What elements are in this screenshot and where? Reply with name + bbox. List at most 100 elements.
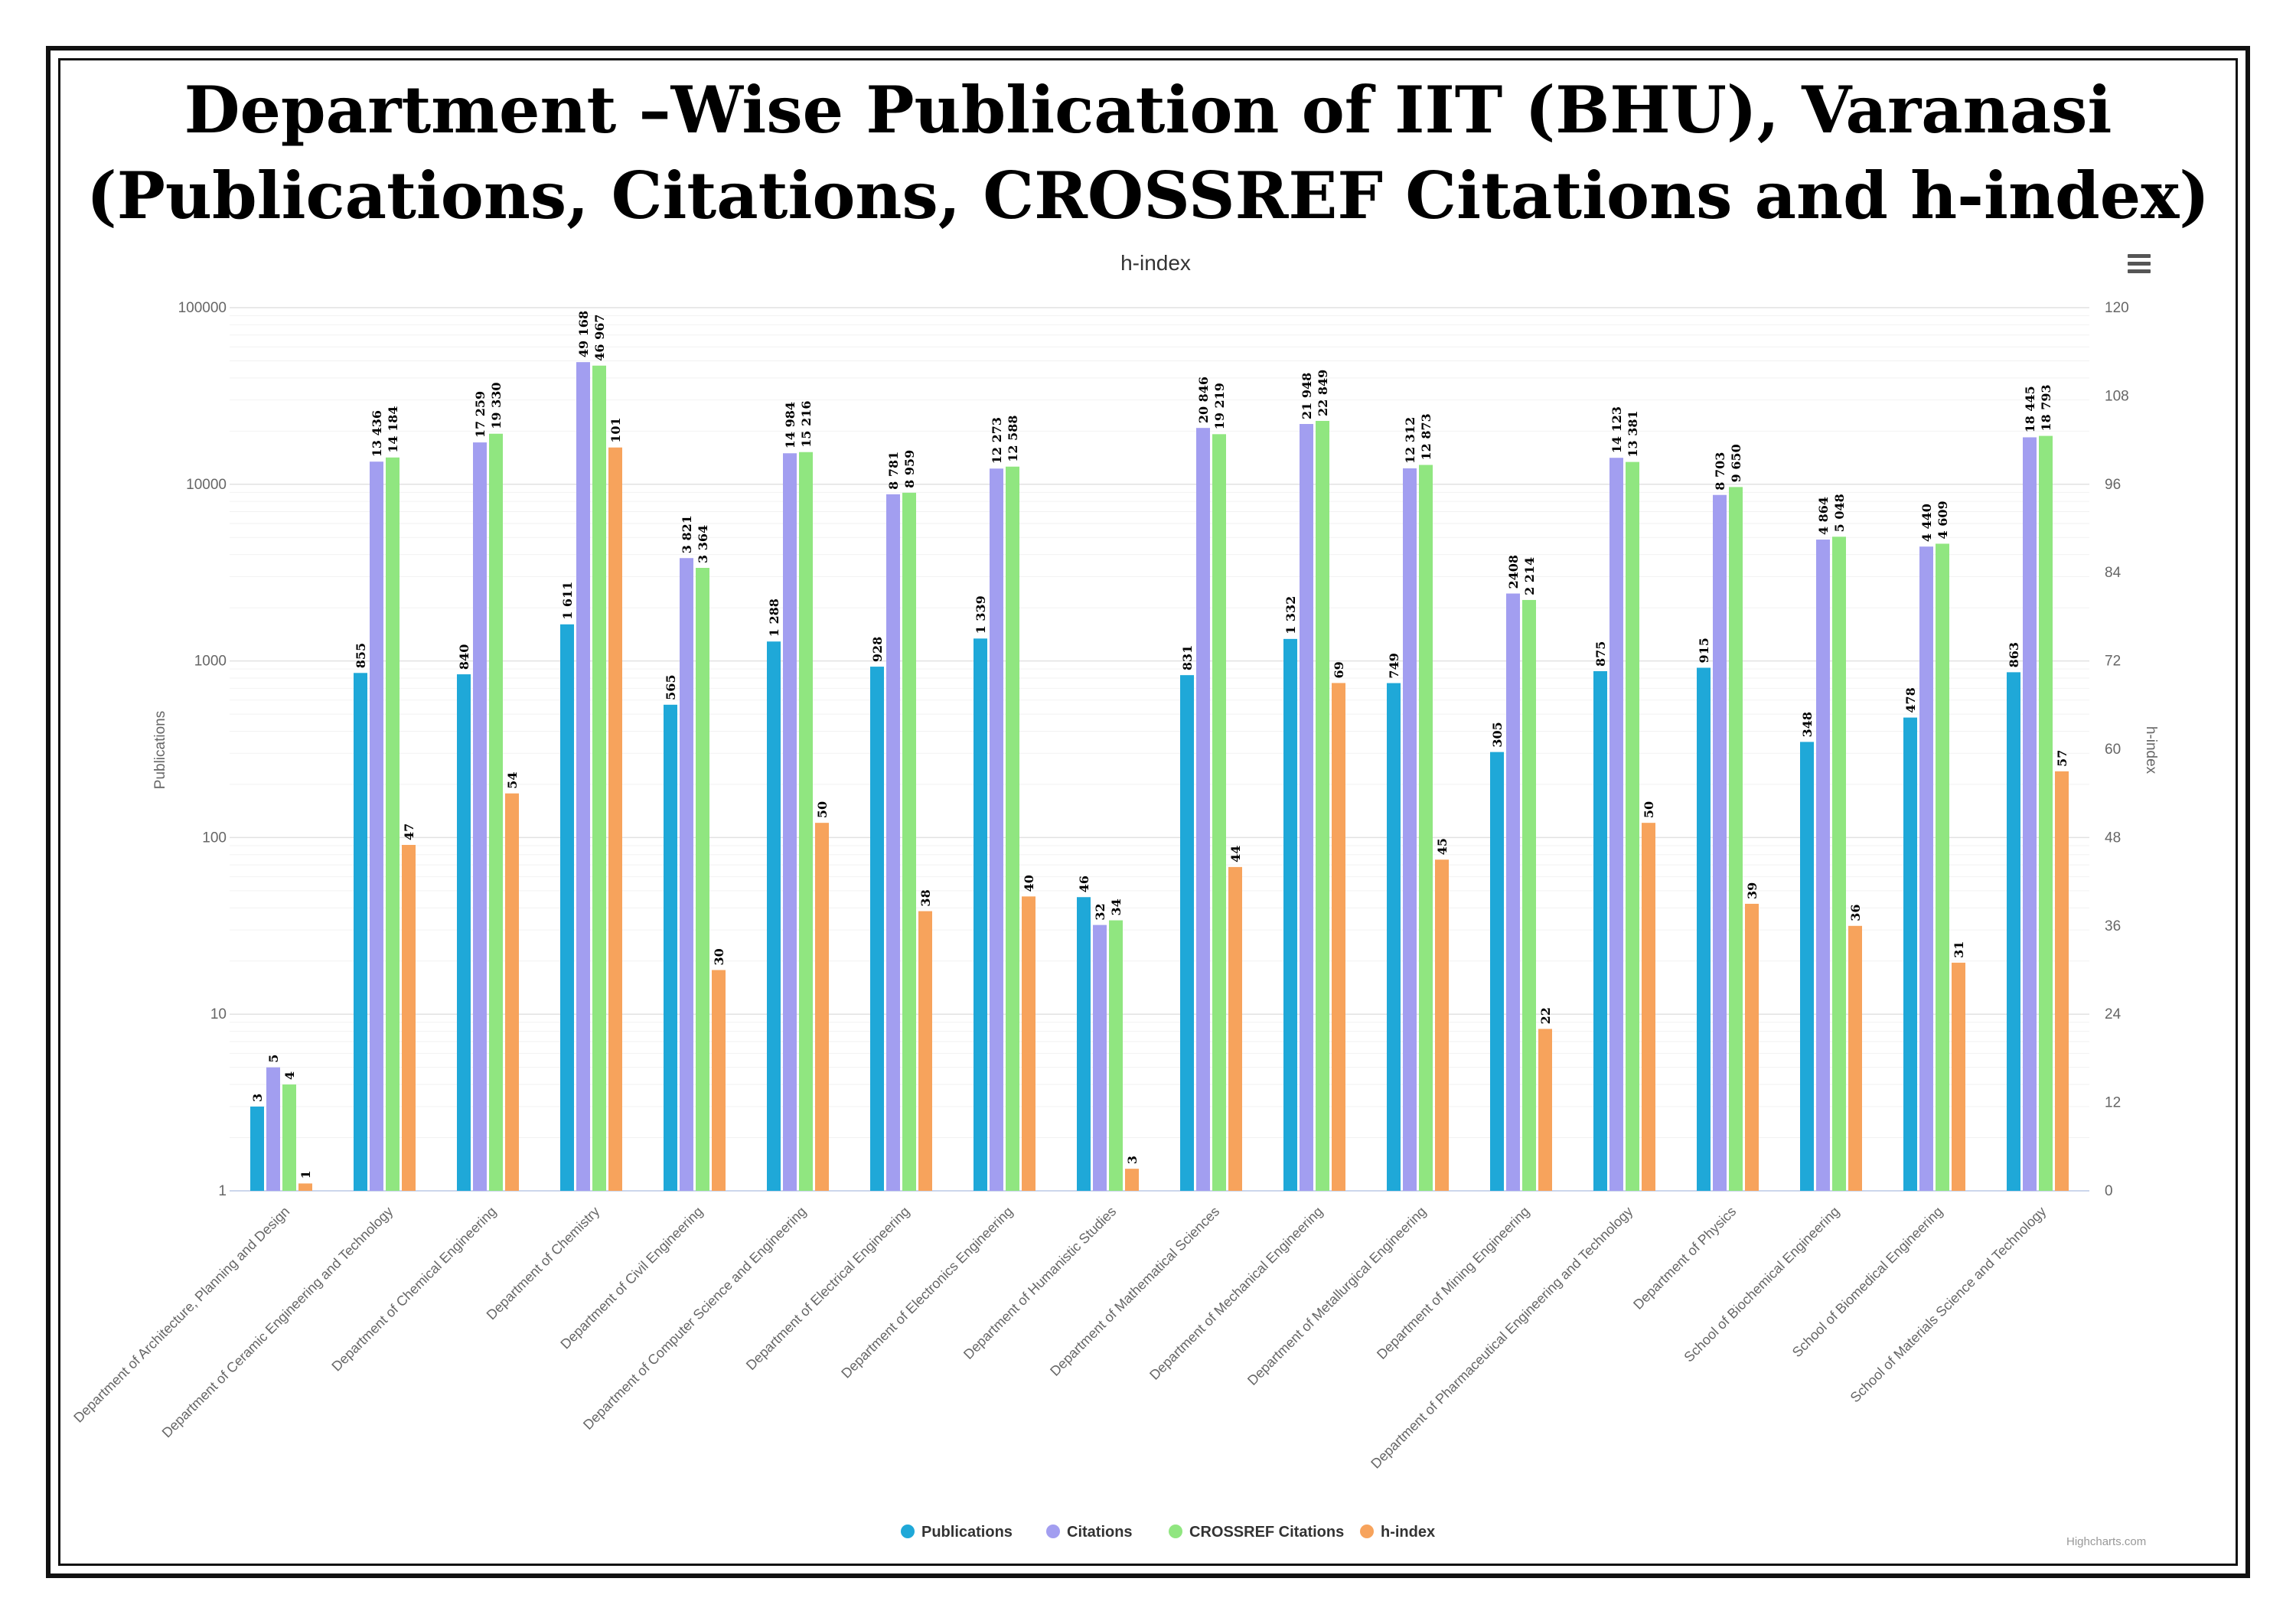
- x-category-label: Department of Architecture, Planning and…: [70, 1204, 292, 1426]
- data-label: 21 948: [1300, 373, 1314, 419]
- bar-citations: [1816, 540, 1830, 1191]
- bar-citations: [473, 442, 487, 1191]
- bar-crossref-citations: [1109, 920, 1123, 1191]
- data-label: 875: [1593, 641, 1608, 667]
- x-category-label: Department of Mathematical Sciences: [1047, 1204, 1222, 1379]
- data-label: 3 821: [680, 515, 694, 553]
- data-label: 1 611: [560, 582, 575, 620]
- data-label: 1: [298, 1170, 313, 1179]
- data-label: 9 650: [1729, 444, 1743, 482]
- data-label: 13 436: [370, 410, 384, 457]
- bar-h-index: [1228, 866, 1242, 1191]
- x-category-label: School of Materials Science and Technolo…: [1848, 1204, 2050, 1406]
- data-label: 5: [266, 1055, 281, 1063]
- data-label: 2408: [1506, 555, 1521, 589]
- bar-crossref-citations: [386, 457, 400, 1191]
- y-tick-label: 10000: [186, 477, 227, 493]
- data-label: 14 123: [1609, 406, 1624, 453]
- bar-crossref-citations: [1832, 536, 1846, 1191]
- data-label: 8 781: [886, 452, 901, 490]
- bar-publications: [1490, 752, 1504, 1191]
- bar-h-index: [1435, 859, 1449, 1191]
- bar-publications: [1800, 742, 1814, 1191]
- bar-crossref-citations: [282, 1084, 296, 1191]
- data-label: 19 219: [1212, 383, 1227, 429]
- legend-marker: [901, 1525, 915, 1538]
- data-label: 46: [1077, 876, 1091, 892]
- bar-publications: [560, 624, 574, 1191]
- page-title-line-1: Department –Wise Publication of IIT (BHU…: [184, 72, 2112, 148]
- bar-publications: [457, 674, 471, 1191]
- data-label: 4: [282, 1071, 297, 1080]
- bar-crossref-citations: [1626, 461, 1639, 1191]
- data-label: 22 849: [1316, 370, 1330, 416]
- bar-h-index: [608, 447, 622, 1191]
- bar-publications: [1283, 638, 1297, 1191]
- data-label: 46 967: [592, 315, 607, 361]
- data-label: 12 312: [1403, 417, 1417, 464]
- data-label: 1 332: [1283, 596, 1298, 634]
- bar-citations: [1919, 546, 1933, 1191]
- data-label: 12 588: [1006, 415, 1020, 461]
- data-label: 4 864: [1816, 497, 1831, 535]
- data-label: 14 984: [783, 402, 797, 448]
- y2-tick-label: 24: [2105, 1006, 2122, 1022]
- bar-publications: [1077, 897, 1091, 1191]
- data-label: 34: [1109, 898, 1124, 915]
- page-title: Department –Wise Publication of IIT (BHU…: [77, 67, 2219, 239]
- bar-crossref-citations: [592, 365, 606, 1191]
- hamburger-menu-icon[interactable]: [2128, 254, 2151, 274]
- bar-publications: [354, 673, 367, 1191]
- bar-publications: [250, 1106, 264, 1191]
- bar-h-index: [918, 911, 932, 1191]
- y2-tick-label: 0: [2105, 1183, 2113, 1199]
- bar-citations: [886, 494, 900, 1191]
- data-label: 478: [1903, 687, 1918, 713]
- bar-h-index: [1125, 1169, 1139, 1191]
- data-label: 12 273: [990, 417, 1004, 464]
- data-label: 38: [918, 889, 933, 906]
- legend-marker: [1360, 1525, 1374, 1538]
- bar-publications: [1180, 675, 1194, 1191]
- bar-citations: [990, 468, 1003, 1191]
- bar-citations: [1506, 593, 1520, 1191]
- data-label: 50: [1642, 801, 1656, 818]
- bar-citations: [266, 1067, 280, 1191]
- credits-text: Highcharts.com: [2066, 1535, 2147, 1548]
- data-label: 69: [1332, 661, 1346, 678]
- bar-crossref-citations: [1212, 434, 1226, 1191]
- y-tick-label: 100000: [178, 300, 227, 316]
- data-label: 19 330: [489, 383, 504, 429]
- bar-publications: [2007, 672, 2020, 1191]
- bar-publications: [1593, 670, 1607, 1191]
- data-label: 101: [608, 417, 623, 442]
- bar-citations: [1300, 424, 1313, 1191]
- data-label: 13 381: [1626, 410, 1640, 457]
- x-category-label: Department of Physics: [1630, 1204, 1739, 1313]
- data-label: 47: [402, 823, 416, 840]
- legend-item: Citations: [1067, 1524, 1133, 1541]
- bar-crossref-citations: [1006, 466, 1019, 1191]
- bar-crossref-citations: [2039, 435, 2053, 1191]
- y2-tick-label: 36: [2105, 918, 2121, 934]
- bar-publications: [664, 704, 677, 1191]
- bar-h-index: [1848, 925, 1862, 1191]
- legend-item: h-index: [1381, 1524, 1435, 1541]
- y2-tick-label: 96: [2105, 477, 2121, 493]
- bar-h-index: [1642, 823, 1655, 1191]
- bar-crossref-citations: [1729, 487, 1743, 1191]
- data-label: 32: [1093, 903, 1107, 920]
- bar-h-index: [815, 823, 829, 1191]
- data-label: 4 440: [1919, 504, 1934, 542]
- bar-citations: [680, 558, 693, 1191]
- data-label: 8 959: [902, 450, 917, 488]
- bar-publications: [1903, 717, 1917, 1191]
- bar-citations: [1403, 468, 1417, 1191]
- data-label: 855: [354, 643, 368, 668]
- legend-item: Publications: [921, 1524, 1013, 1541]
- bar-citations: [1093, 925, 1107, 1191]
- data-label: 31: [1952, 941, 1966, 958]
- data-label: 30: [712, 948, 726, 965]
- data-label: 45: [1435, 838, 1450, 855]
